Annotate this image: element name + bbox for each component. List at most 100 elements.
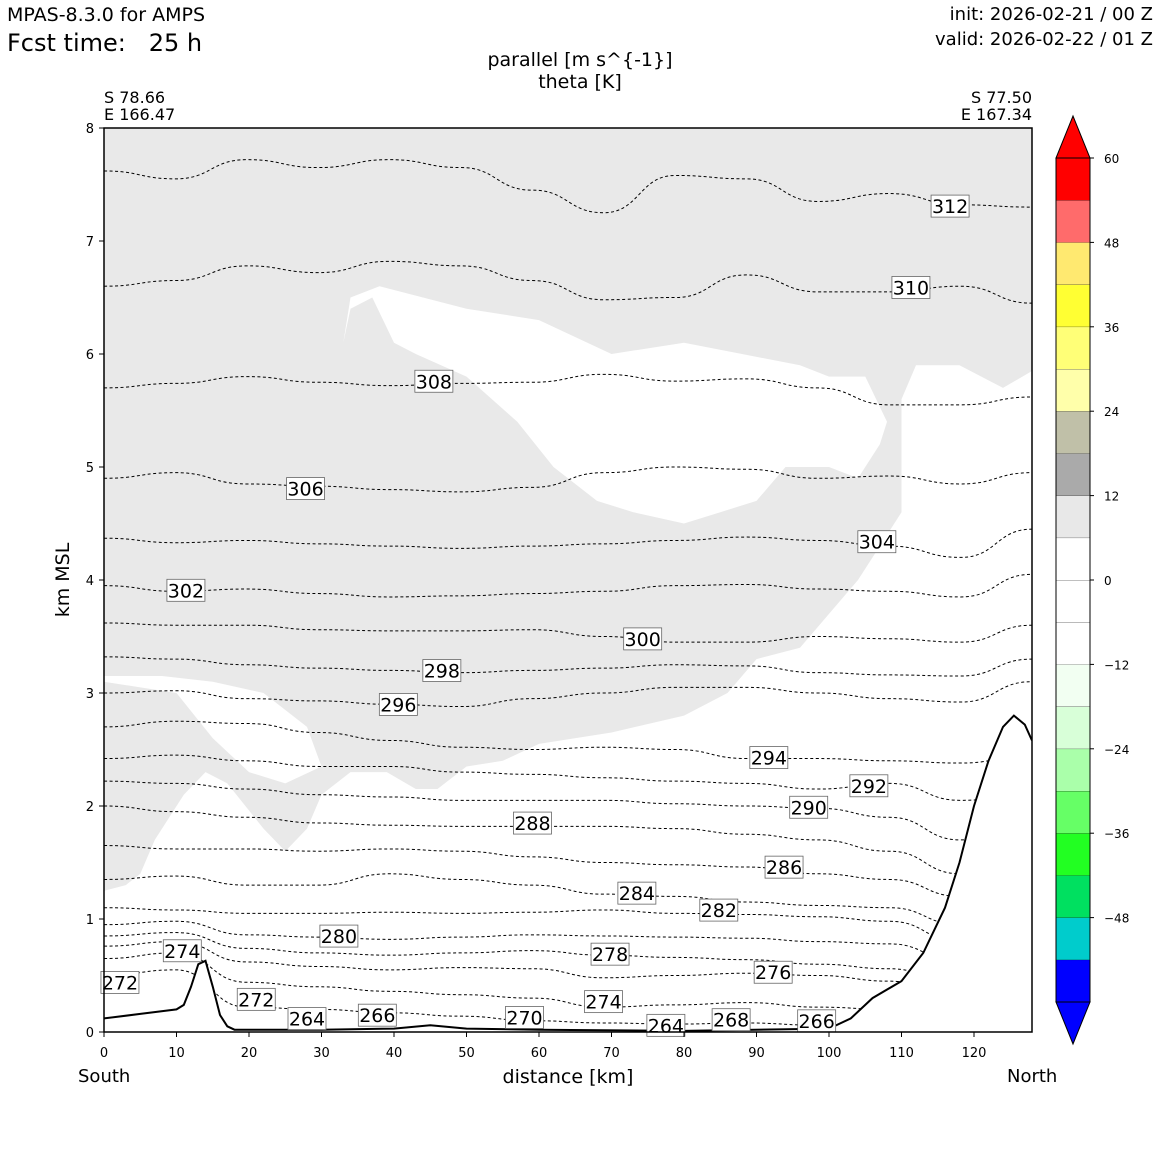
colorbar-swatch	[1056, 875, 1090, 918]
contour-label-text: 278	[592, 944, 628, 966]
contour-label-266: 266	[797, 1009, 837, 1033]
y-axis-label: km MSL	[52, 542, 74, 617]
contour-label-text: 304	[859, 532, 895, 554]
contour-label-box	[422, 659, 462, 682]
theta-contour-306	[104, 466, 1032, 493]
contour-label-302: 302	[166, 578, 206, 602]
init-time: init: 2026-02-21 / 00 Z	[949, 4, 1153, 25]
contour-label-box	[617, 881, 657, 905]
x-tick-label: 110	[889, 1046, 914, 1061]
colorbar-swatch	[1056, 200, 1090, 243]
contour-label-box	[711, 1008, 751, 1032]
contour-label-text: 266	[799, 1011, 835, 1033]
contour-label-box	[930, 194, 970, 218]
colorbar-tick-label: −48	[1104, 912, 1129, 926]
contour-label-box	[699, 898, 739, 922]
x-tick-label: 100	[817, 1046, 842, 1061]
contour-label-264: 264	[287, 1007, 327, 1031]
contour-label-text: 290	[791, 797, 827, 819]
theta-contour-288	[104, 805, 1032, 892]
contour-label-box	[891, 276, 931, 299]
colorbar-under-arrow	[1055, 1001, 1091, 1046]
contour-label-text: 296	[380, 694, 416, 716]
contour-label-text: 264	[648, 1015, 684, 1037]
theta-contour-286	[104, 845, 1032, 914]
theta-contour-290	[104, 780, 1032, 852]
contour-label-box	[623, 627, 663, 651]
colorbar-swatch	[1056, 284, 1090, 327]
colorbar-swatch	[1056, 453, 1090, 496]
contour-label-306: 306	[286, 477, 325, 501]
contour-label-text: 272	[238, 989, 274, 1011]
contour-label-box	[590, 942, 630, 966]
y-tick-label: 8	[86, 122, 94, 137]
contour-label-264: 264	[646, 1013, 686, 1037]
contour-label-284: 284	[617, 881, 657, 905]
theta-contour-280	[104, 920, 1032, 971]
colorbar-swatch	[1056, 622, 1090, 665]
contour-label-310: 310	[891, 276, 931, 299]
colorbar-swatch	[1056, 158, 1090, 201]
theta-contour-298	[104, 656, 1032, 677]
contour-label-box	[789, 795, 829, 819]
contour-label-box	[513, 811, 552, 835]
x-tick-label: 10	[168, 1046, 185, 1061]
y-tick-label: 1	[86, 913, 94, 928]
left-longitude: E 166.47	[104, 105, 176, 124]
south-end-label: South	[78, 1066, 131, 1087]
contour-label-box	[584, 990, 623, 1014]
contour-label-box	[505, 1006, 544, 1029]
contour-label-text: 294	[751, 748, 787, 770]
contour-label-box	[646, 1013, 686, 1037]
contour-label-282: 282	[699, 898, 739, 922]
valid-time: valid: 2026-02-22 / 01 Z	[935, 29, 1153, 50]
contour-label-272: 272	[100, 971, 140, 994]
y-tick-label: 0	[86, 1026, 94, 1041]
contour-label-box	[414, 369, 454, 393]
contour-label-294: 294	[749, 746, 789, 770]
contour-label-box	[749, 746, 789, 769]
colorbar-over-arrow	[1055, 114, 1091, 159]
colorbar-tick-label: 12	[1104, 490, 1119, 504]
left-latitude: S 78.66	[104, 88, 166, 107]
theta-contour-310	[104, 260, 1032, 304]
x-axis-label: distance [km]	[503, 1066, 634, 1088]
contour-label-text: 310	[893, 277, 929, 299]
contour-label-296: 296	[378, 693, 418, 716]
contour-label-286: 286	[764, 855, 804, 879]
theta-contour-308	[104, 373, 1032, 406]
contour-label-box	[753, 960, 793, 984]
colorbar-tick-label: 60	[1104, 152, 1119, 166]
contour-label-box	[100, 971, 140, 994]
terrain-line	[104, 714, 1032, 1032]
contour-label-280: 280	[319, 924, 359, 948]
colorbar-swatch	[1056, 833, 1090, 876]
contour-label-text: 292	[851, 776, 887, 798]
contour-label-304: 304	[857, 530, 897, 554]
contour-label-box	[286, 477, 325, 501]
contour-label-text: 312	[932, 196, 968, 218]
contour-label-text: 280	[321, 926, 357, 948]
contour-label-text: 274	[585, 992, 621, 1014]
forecast-time-label: Fcst time:	[7, 29, 126, 57]
contour-label-308: 308	[414, 369, 454, 393]
theta-contour-296	[104, 681, 1032, 708]
y-tick-label: 7	[86, 235, 94, 250]
contour-label-278: 278	[590, 942, 630, 966]
contour-label-text: 302	[168, 580, 204, 602]
colorbar-swatch	[1056, 537, 1090, 580]
x-tick-label: 50	[458, 1046, 475, 1061]
contour-label-box	[764, 855, 804, 879]
plot-area	[104, 128, 1032, 1032]
contour-label-300: 300	[623, 627, 663, 651]
x-tick-label: 90	[748, 1046, 765, 1061]
y-tick-label: 2	[86, 800, 94, 815]
forecast-time: Fcst time: 25 h	[7, 29, 202, 57]
contour-label-text: 288	[514, 813, 550, 835]
colorbar-tick-label: 0	[1104, 574, 1112, 588]
contour-label-276: 276	[753, 960, 793, 984]
contour-label-298: 298	[422, 659, 462, 683]
contour-label-text: 284	[619, 883, 655, 905]
contour-label-266: 266	[357, 1003, 397, 1027]
